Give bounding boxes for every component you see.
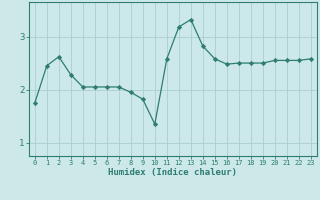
X-axis label: Humidex (Indice chaleur): Humidex (Indice chaleur)	[108, 168, 237, 177]
